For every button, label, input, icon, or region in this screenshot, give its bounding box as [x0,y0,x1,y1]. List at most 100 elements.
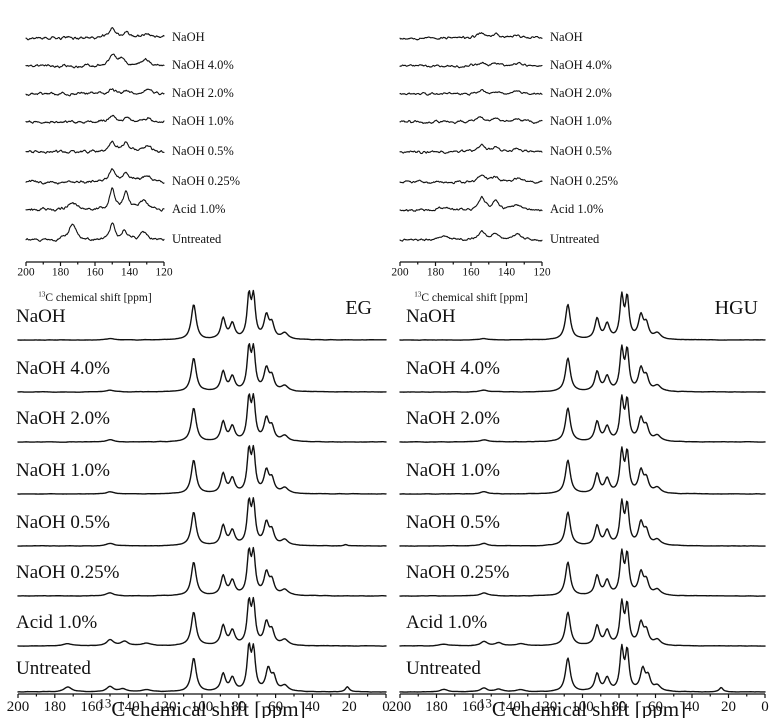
main-eg-series-label-4: NaOH 0.5% [16,512,110,533]
main-eg-x-tick-label-4: 120 [154,699,177,715]
main-hgu-series-label-4: NaOH 0.5% [406,512,500,533]
inset-hgu-series-label-5: NaOH 0.25% [550,174,618,188]
main-hgu-series-label-0: NaOH [406,306,456,327]
main-hgu-x-tick-label-10: 0 [761,699,769,715]
inset-hgu-series-label-4: NaOH 0.5% [550,144,612,158]
inset-eg-x-tick-label-0: 200 [17,267,35,279]
main-hgu-x-axis-label-superscript: 13 [479,696,492,711]
inset-eg-x-tick-label-1: 180 [52,267,70,279]
main-hgu-x-axis-label: 13C chemical shift [ppm] [479,696,686,718]
main-eg-x-tick-label-5: 100 [191,699,214,715]
inset-eg-series-label-2: NaOH 2.0% [172,86,234,100]
inset-hgu-series-label-3: NaOH 1.0% [550,114,612,128]
main-eg-trace-7 [17,642,387,693]
main-eg-series-label-0: NaOH [16,306,66,327]
inset-hgu-x-axis-label-superscript: 13 [414,290,422,298]
main-hgu-x-tick-label-5: 100 [571,699,594,715]
main-hgu-trace-5 [399,548,766,597]
main-eg-x-tick-label-7: 60 [268,699,283,715]
main-eg-trace-1 [17,343,387,393]
inset-eg-trace-3 [25,114,165,124]
main-eg-series-label-7: Untreated [16,658,91,679]
main-eg-x-axis-label: 13C chemical shift [ppm] [98,696,305,718]
main-hgu-x-tick-label-2: 160 [462,699,485,715]
inset-hgu-trace-7 [399,229,543,242]
inset-hgu-series-label-0: NaOH [550,30,583,44]
main-hgu-trace-7 [399,643,766,693]
inset-hgu-trace-3 [399,116,543,125]
inset-eg-x-tick-label-3: 140 [121,267,139,279]
main-hgu-x-tick-label-7: 60 [648,699,663,715]
inset-hgu-x-axis-label-text: C chemical shift [ppm] [421,292,527,304]
main-hgu-trace-1 [399,344,766,393]
inset-hgu-trace-0 [399,32,543,41]
main-hgu-x-tick-label-3: 140 [498,699,521,715]
main-hgu-trace-2 [399,394,766,443]
inset-eg-series-label-6: Acid 1.0% [172,202,225,216]
main-eg-x-tick-label-2: 160 [80,699,103,715]
inset-hgu-trace-5 [399,174,543,185]
main-eg-x-tick-label-8: 40 [305,699,320,715]
inset-eg-x-tick-label-2: 160 [86,267,104,279]
main-hgu-series-label-5: NaOH 0.25% [406,562,510,583]
main-eg-trace-2 [17,393,387,443]
main-eg-series-label-6: Acid 1.0% [16,612,97,633]
inset-eg-x-axis-label: 13C chemical shift [ppm] [38,290,151,304]
main-hgu-panel: NaOH NaOH 4.0% NaOH 2.0% NaOH 1.0% NaOH 0.5%… [389,291,769,721]
main-eg-series-label-1: NaOH 4.0% [16,358,110,379]
inset-eg-x-axis-label-text: C chemical shift [ppm] [45,292,151,304]
inset-hgu-x-tick-label-0: 200 [391,267,409,279]
inset-eg-series-label-4: NaOH 0.5% [172,144,234,158]
inset-eg-series-label-0: NaOH [172,30,205,44]
main-hgu-trace-4 [399,498,766,547]
main-hgu-x-tick-label-8: 40 [685,699,700,715]
inset-eg-x-tick-label-4: 120 [155,267,173,279]
inset-hgu-panel: NaOH NaOH 4.0% NaOH 2.0% NaOH 1.0% NaOH 0.5%… [391,30,618,304]
inset-eg-trace-5 [25,168,165,185]
inset-eg-series-label-3: NaOH 1.0% [172,114,234,128]
main-eg-x-axis-label-superscript: 13 [98,696,111,711]
main-eg-series-label-5: NaOH 0.25% [16,562,120,583]
inset-eg-trace-4 [25,140,165,154]
inset-hgu-x-tick-label-4: 120 [533,267,551,279]
inset-eg-x-axis-label-superscript: 13 [38,290,46,298]
main-hgu-series-label-1: NaOH 4.0% [406,358,500,379]
inset-hgu-series-label-7: Untreated [550,232,600,246]
main-hgu-series-label-7: Untreated [406,658,481,679]
main-eg-x-tick-label-10: 0 [382,699,390,715]
inset-hgu-trace-2 [399,89,543,96]
main-hgu-x-tick-label-4: 120 [535,699,558,715]
main-hgu-trace-3 [399,446,766,495]
inset-eg-series-label-5: NaOH 0.25% [172,174,240,188]
inset-eg-panel: NaOH NaOH 4.0% NaOH 2.0% NaOH 1.0% NaOH 0.5%… [17,27,240,304]
main-eg-series-label-2: NaOH 2.0% [16,408,110,429]
main-hgu-x-tick-label-9: 20 [721,699,736,715]
main-eg-series-label-3: NaOH 1.0% [16,460,110,481]
main-eg-x-tick-label-0: 200 [7,699,30,715]
main-hgu-x-tick-label-6: 80 [612,699,627,715]
main-hgu-panel-label: HGU [715,297,759,319]
main-eg-panel-label: EG [345,297,372,319]
inset-eg-trace-2 [25,88,165,97]
inset-hgu-x-tick-label-3: 140 [498,267,516,279]
inset-hgu-x-tick-label-1: 180 [427,267,445,279]
main-hgu-series-label-6: Acid 1.0% [406,612,487,633]
main-hgu-series-label-2: NaOH 2.0% [406,408,500,429]
inset-hgu-trace-6 [399,195,543,212]
main-eg-trace-6 [17,596,387,647]
main-hgu-x-tick-label-0: 200 [389,699,412,715]
main-eg-x-tick-label-9: 20 [342,699,357,715]
inset-hgu-trace-1 [399,61,543,69]
inset-eg-trace-7 [25,222,165,242]
inset-eg-trace-0 [25,27,165,41]
inset-hgu-trace-4 [399,143,543,155]
main-hgu-x-tick-label-1: 180 [425,699,448,715]
inset-eg-trace-6 [25,187,165,212]
inset-eg-series-label-7: Untreated [172,232,222,246]
main-eg-panel: NaOH NaOH 4.0% NaOH 2.0% NaOH 1.0% NaOH 0.5%… [7,289,390,721]
main-hgu-trace-6 [399,598,766,647]
main-eg-x-tick-label-3: 140 [117,699,140,715]
inset-eg-series-label-1: NaOH 4.0% [172,58,234,72]
